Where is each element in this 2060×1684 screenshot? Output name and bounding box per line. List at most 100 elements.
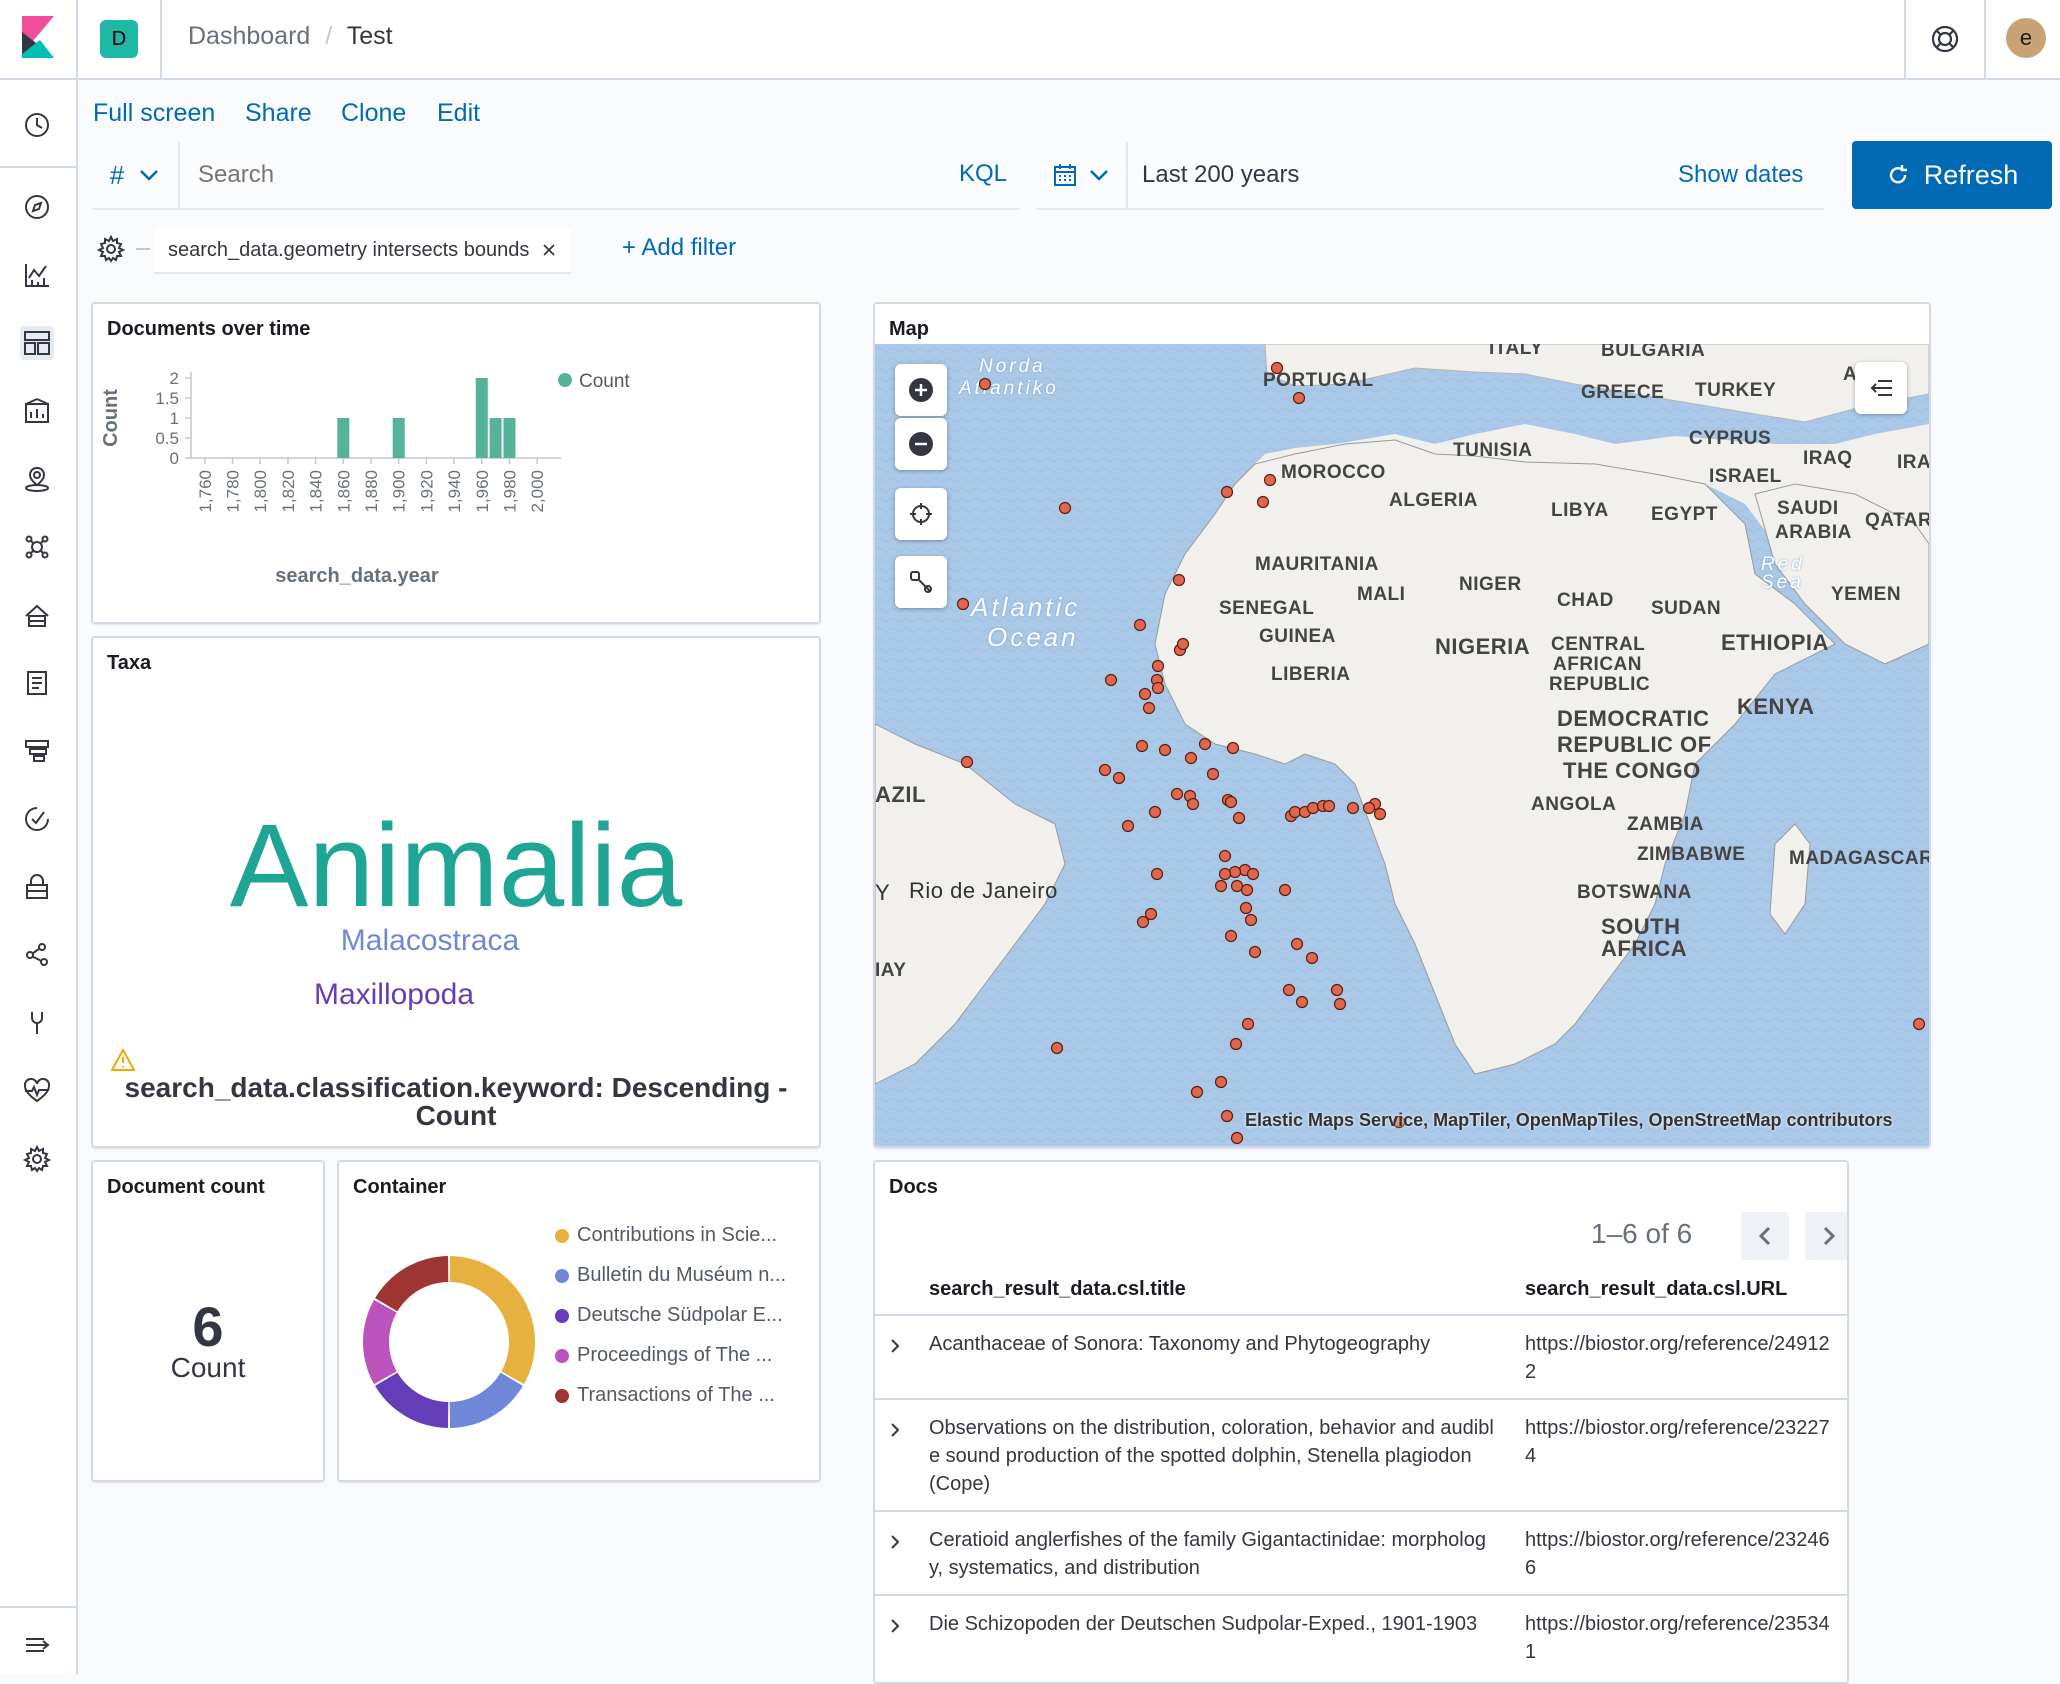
- map-point[interactable]: [1229, 1037, 1243, 1051]
- next-page-button[interactable]: [1805, 1212, 1847, 1260]
- histogram-bar[interactable]: [337, 418, 350, 458]
- map-point[interactable]: [978, 377, 992, 391]
- expand-row-chevron-icon[interactable]: [887, 1616, 903, 1636]
- expand-row-chevron-icon[interactable]: [887, 1420, 903, 1440]
- visualize-chart-icon[interactable]: [20, 258, 54, 292]
- dashboard-icon[interactable]: [20, 326, 54, 360]
- logs-icon[interactable]: [20, 666, 54, 700]
- collapse-menu-icon[interactable]: [20, 1628, 54, 1662]
- fit-bounds-button[interactable]: [895, 488, 947, 540]
- map-point[interactable]: [1270, 361, 1284, 375]
- graph-icon[interactable]: [20, 938, 54, 972]
- map-canvas[interactable]: Norda Atlantiko PORTUGAL ITALY BULGARIA GREEC…: [875, 344, 1929, 1146]
- map-point[interactable]: [1151, 659, 1165, 673]
- map-point[interactable]: [956, 597, 970, 611]
- pie-legend-item[interactable]: Bulletin du Muséum n...: [555, 1264, 786, 1287]
- map-point[interactable]: [1322, 799, 1336, 813]
- expand-row-chevron-icon[interactable]: [887, 1336, 903, 1356]
- map-point[interactable]: [1150, 867, 1164, 881]
- pie-slice[interactable]: [375, 1256, 449, 1312]
- map-point[interactable]: [1912, 1017, 1926, 1031]
- histogram-bar[interactable]: [489, 418, 502, 458]
- infrastructure-icon[interactable]: [20, 598, 54, 632]
- user-avatar[interactable]: e: [2006, 18, 2046, 58]
- map-point[interactable]: [1172, 573, 1186, 587]
- pie-legend-item[interactable]: Contributions in Scie...: [555, 1224, 777, 1247]
- map-point[interactable]: [1288, 805, 1302, 819]
- map-point[interactable]: [1144, 907, 1158, 921]
- pie-slice[interactable]: [449, 1256, 535, 1385]
- column-header-url[interactable]: search_result_data.csl.URL: [1525, 1278, 1788, 1300]
- map-point[interactable]: [1176, 637, 1190, 651]
- management-gear-icon[interactable]: [20, 1142, 54, 1176]
- map-point[interactable]: [1333, 997, 1347, 1011]
- map-point[interactable]: [1151, 681, 1165, 695]
- map-point[interactable]: [1256, 495, 1270, 509]
- histogram-bar[interactable]: [475, 378, 488, 458]
- machine-learning-icon[interactable]: [20, 530, 54, 564]
- map-point[interactable]: [1239, 901, 1253, 915]
- map-point[interactable]: [1246, 867, 1260, 881]
- map-point[interactable]: [1135, 739, 1149, 753]
- map-point[interactable]: [1142, 701, 1156, 715]
- map-point[interactable]: [1295, 995, 1309, 1009]
- map-point[interactable]: [1112, 771, 1126, 785]
- breadcrumb-dashboard[interactable]: Dashboard: [188, 22, 311, 50]
- map-point[interactable]: [1206, 767, 1220, 781]
- siem-lock-icon[interactable]: [20, 870, 54, 904]
- histogram-bar[interactable]: [503, 418, 516, 458]
- show-dates-link[interactable]: Show dates: [1678, 161, 1804, 188]
- maps-icon[interactable]: [20, 462, 54, 496]
- edit-link[interactable]: Edit: [437, 99, 481, 127]
- legend-label[interactable]: Count: [579, 371, 630, 392]
- map-point[interactable]: [1104, 673, 1118, 687]
- map-point[interactable]: [1290, 937, 1304, 951]
- draw-shape-button[interactable]: [895, 556, 947, 608]
- tag-cloud-word[interactable]: Maxillopoda: [313, 978, 475, 1011]
- layer-toc-toggle[interactable]: [1855, 362, 1907, 414]
- map-point[interactable]: [1346, 801, 1360, 815]
- clone-link[interactable]: Clone: [341, 99, 407, 127]
- map-point[interactable]: [1244, 913, 1258, 927]
- map-point[interactable]: [1232, 811, 1246, 825]
- map-point[interactable]: [1362, 801, 1376, 815]
- apm-icon[interactable]: [20, 734, 54, 768]
- tag-cloud-word[interactable]: Animalia: [229, 800, 683, 932]
- map-point[interactable]: [1186, 797, 1200, 811]
- map-point[interactable]: [960, 755, 974, 769]
- space-avatar[interactable]: D: [100, 20, 138, 58]
- column-header-title[interactable]: search_result_data.csl.title: [929, 1278, 1186, 1300]
- map-point[interactable]: [1121, 819, 1135, 833]
- time-range-label[interactable]: Last 200 years: [1142, 161, 1300, 188]
- map-point[interactable]: [1098, 763, 1112, 777]
- map-point[interactable]: [1138, 687, 1152, 701]
- map-point[interactable]: [1240, 883, 1254, 897]
- zoom-in-button[interactable]: [895, 364, 947, 416]
- kibana-logo[interactable]: [18, 16, 58, 58]
- map-point[interactable]: [1133, 618, 1147, 632]
- recently-viewed-clock-icon[interactable]: [20, 108, 54, 142]
- map-point[interactable]: [1198, 737, 1212, 751]
- map-point[interactable]: [1228, 865, 1242, 879]
- map-point[interactable]: [1373, 807, 1387, 821]
- map-point[interactable]: [1306, 801, 1320, 815]
- prev-page-button[interactable]: [1741, 1212, 1789, 1260]
- expand-row-chevron-icon[interactable]: [887, 1532, 903, 1552]
- map-point[interactable]: [1292, 391, 1306, 405]
- map-point[interactable]: [1190, 1085, 1204, 1099]
- map-point[interactable]: [1241, 1017, 1255, 1031]
- search-input[interactable]: [196, 156, 820, 194]
- map-point[interactable]: [1214, 1075, 1228, 1089]
- map-point[interactable]: [1220, 485, 1234, 499]
- map-point[interactable]: [1278, 883, 1292, 897]
- map-point[interactable]: [1230, 1131, 1244, 1145]
- uptime-icon[interactable]: [20, 802, 54, 836]
- canvas-icon[interactable]: [20, 394, 54, 428]
- discover-compass-icon[interactable]: [20, 190, 54, 224]
- map-point[interactable]: [1184, 751, 1198, 765]
- tag-cloud-word[interactable]: Malacostraca: [340, 924, 520, 957]
- map-point[interactable]: [1218, 867, 1232, 881]
- map-point[interactable]: [1058, 501, 1072, 515]
- map-point[interactable]: [1218, 849, 1232, 863]
- help-icon[interactable]: [1930, 24, 1960, 54]
